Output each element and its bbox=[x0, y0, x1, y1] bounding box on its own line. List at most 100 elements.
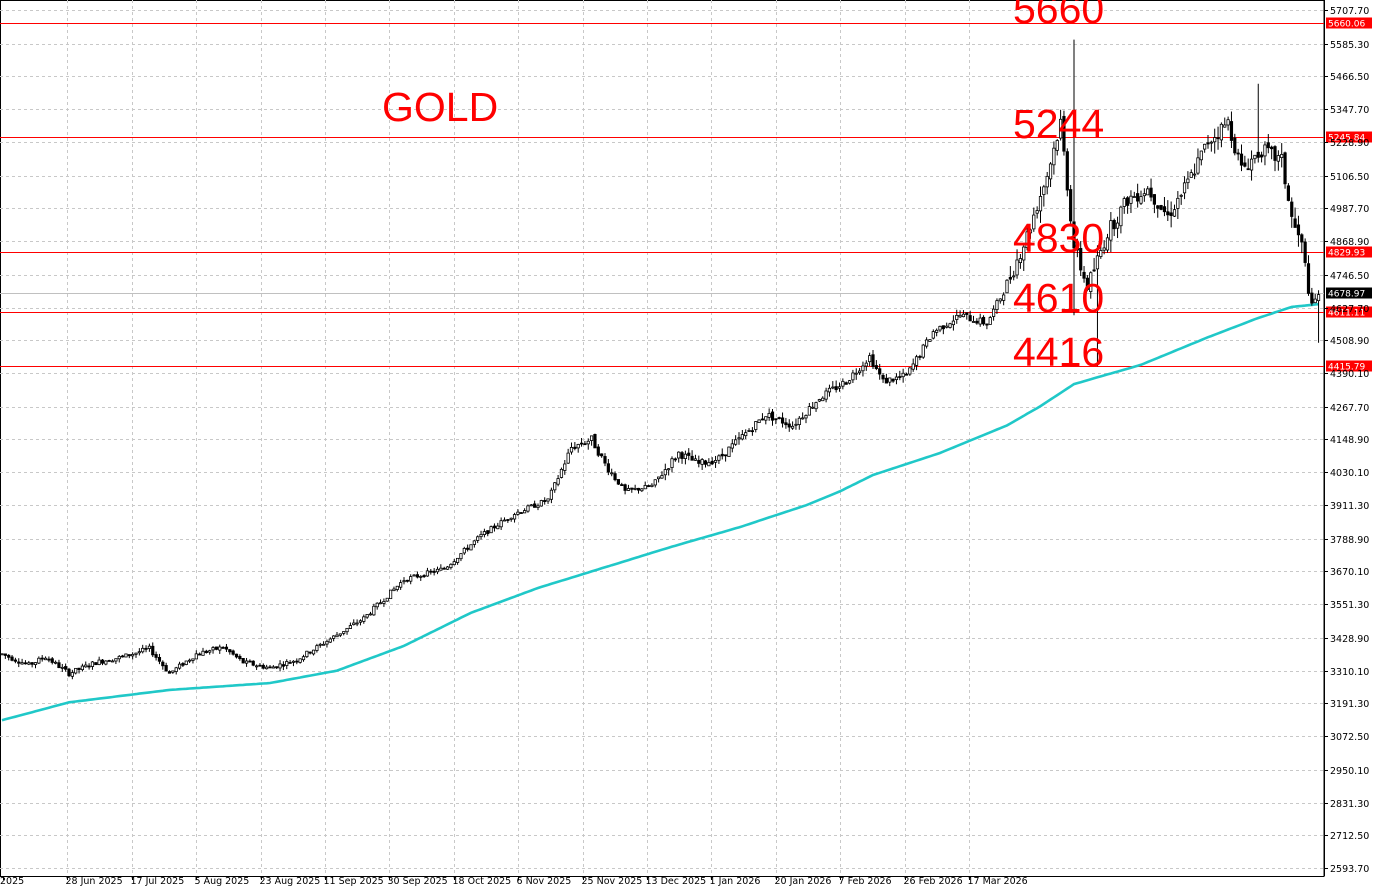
chart-grid bbox=[0, 0, 1325, 877]
candle-body bbox=[529, 504, 533, 507]
candle-body bbox=[874, 365, 878, 369]
candle bbox=[851, 369, 855, 384]
candle-body bbox=[1246, 168, 1250, 171]
candle bbox=[891, 378, 895, 383]
candle bbox=[1236, 148, 1240, 161]
candle bbox=[1182, 176, 1187, 200]
y-tick-label: 3788.90 bbox=[1330, 535, 1369, 546]
candle bbox=[874, 360, 878, 371]
candle-body bbox=[141, 647, 145, 653]
candle bbox=[1233, 133, 1237, 156]
candle-body bbox=[841, 380, 845, 387]
level-tag-label: 4611.11 bbox=[1328, 309, 1365, 319]
candle-body bbox=[512, 514, 517, 520]
candle-body bbox=[482, 531, 487, 535]
candle bbox=[1126, 196, 1130, 214]
candle-body bbox=[804, 415, 808, 419]
candle-body bbox=[643, 485, 647, 490]
candle-body bbox=[201, 650, 205, 656]
candle bbox=[345, 627, 349, 635]
candle-body bbox=[690, 455, 694, 461]
candle-body bbox=[941, 325, 945, 330]
candle bbox=[1226, 116, 1230, 131]
candle-body bbox=[1015, 259, 1019, 276]
candle bbox=[616, 479, 621, 485]
candle bbox=[817, 398, 822, 403]
candle-body bbox=[1223, 124, 1227, 128]
x-tick-label: 6 Nov 2025 bbox=[517, 876, 572, 887]
candle bbox=[161, 660, 165, 670]
candle bbox=[707, 458, 711, 467]
candle-body bbox=[864, 362, 868, 367]
candle-body bbox=[914, 356, 919, 366]
candle bbox=[925, 337, 929, 349]
candle-body bbox=[871, 354, 875, 367]
candle-body bbox=[1196, 157, 1200, 174]
y-tick-label: 2593.70 bbox=[1330, 864, 1369, 875]
candle-body bbox=[211, 647, 215, 651]
y-tick-label: 5347.70 bbox=[1330, 105, 1369, 116]
candle bbox=[1136, 183, 1140, 208]
candle bbox=[147, 643, 151, 652]
candle-body bbox=[1226, 119, 1230, 126]
candle-body bbox=[1146, 188, 1150, 196]
candle-body bbox=[640, 488, 644, 492]
candle-body bbox=[814, 402, 818, 410]
candle bbox=[1129, 190, 1133, 214]
candle bbox=[301, 654, 306, 662]
candle-body bbox=[945, 325, 949, 328]
current-price-tag bbox=[1326, 287, 1372, 299]
candle bbox=[1260, 151, 1264, 163]
candle bbox=[1022, 243, 1026, 271]
candle-body bbox=[1199, 150, 1203, 161]
candle-body bbox=[466, 547, 470, 550]
candle bbox=[717, 454, 721, 464]
candle-body bbox=[1189, 172, 1193, 178]
candle bbox=[378, 599, 383, 605]
y-tick-label: 3551.30 bbox=[1330, 600, 1369, 611]
candle bbox=[1035, 206, 1039, 219]
candle-body bbox=[1182, 182, 1187, 194]
candle-body bbox=[958, 314, 962, 318]
candle bbox=[134, 652, 138, 658]
candle-body bbox=[258, 664, 262, 667]
candle-body bbox=[1035, 210, 1039, 214]
candle-body bbox=[469, 544, 473, 551]
candle bbox=[281, 661, 286, 671]
time-axis: 2025 28 Jun 2025 17 Jul 2025 5 Aug 2025 23 A… bbox=[0, 876, 1028, 887]
candle bbox=[258, 663, 262, 667]
candle bbox=[449, 563, 453, 570]
candle-body bbox=[928, 339, 932, 342]
candle bbox=[429, 568, 433, 575]
candle-body bbox=[566, 452, 570, 464]
x-tick-label: 30 Sep 2025 bbox=[388, 876, 448, 887]
candle bbox=[998, 298, 1002, 304]
candle-body bbox=[285, 661, 289, 666]
candle-body bbox=[1005, 279, 1009, 294]
candle bbox=[174, 666, 178, 675]
candle-body bbox=[707, 462, 711, 467]
candle-body bbox=[1136, 193, 1140, 202]
candle-body bbox=[298, 658, 302, 663]
candle bbox=[593, 433, 597, 449]
candle bbox=[1209, 140, 1213, 152]
candle bbox=[837, 382, 842, 392]
candle-body bbox=[918, 356, 922, 358]
candle-body bbox=[1313, 298, 1317, 304]
candle bbox=[958, 310, 962, 319]
candle-body bbox=[422, 575, 426, 578]
candle bbox=[683, 450, 688, 465]
candle-body bbox=[33, 662, 38, 666]
candle-body bbox=[419, 575, 423, 578]
candle bbox=[744, 429, 748, 440]
candle-body bbox=[837, 386, 842, 389]
candle-body bbox=[1216, 137, 1220, 140]
candle bbox=[321, 641, 326, 646]
candle bbox=[100, 658, 105, 666]
candle bbox=[77, 667, 81, 674]
candle bbox=[740, 429, 744, 441]
candle bbox=[435, 566, 440, 575]
candle bbox=[975, 318, 979, 325]
candle bbox=[747, 428, 751, 432]
